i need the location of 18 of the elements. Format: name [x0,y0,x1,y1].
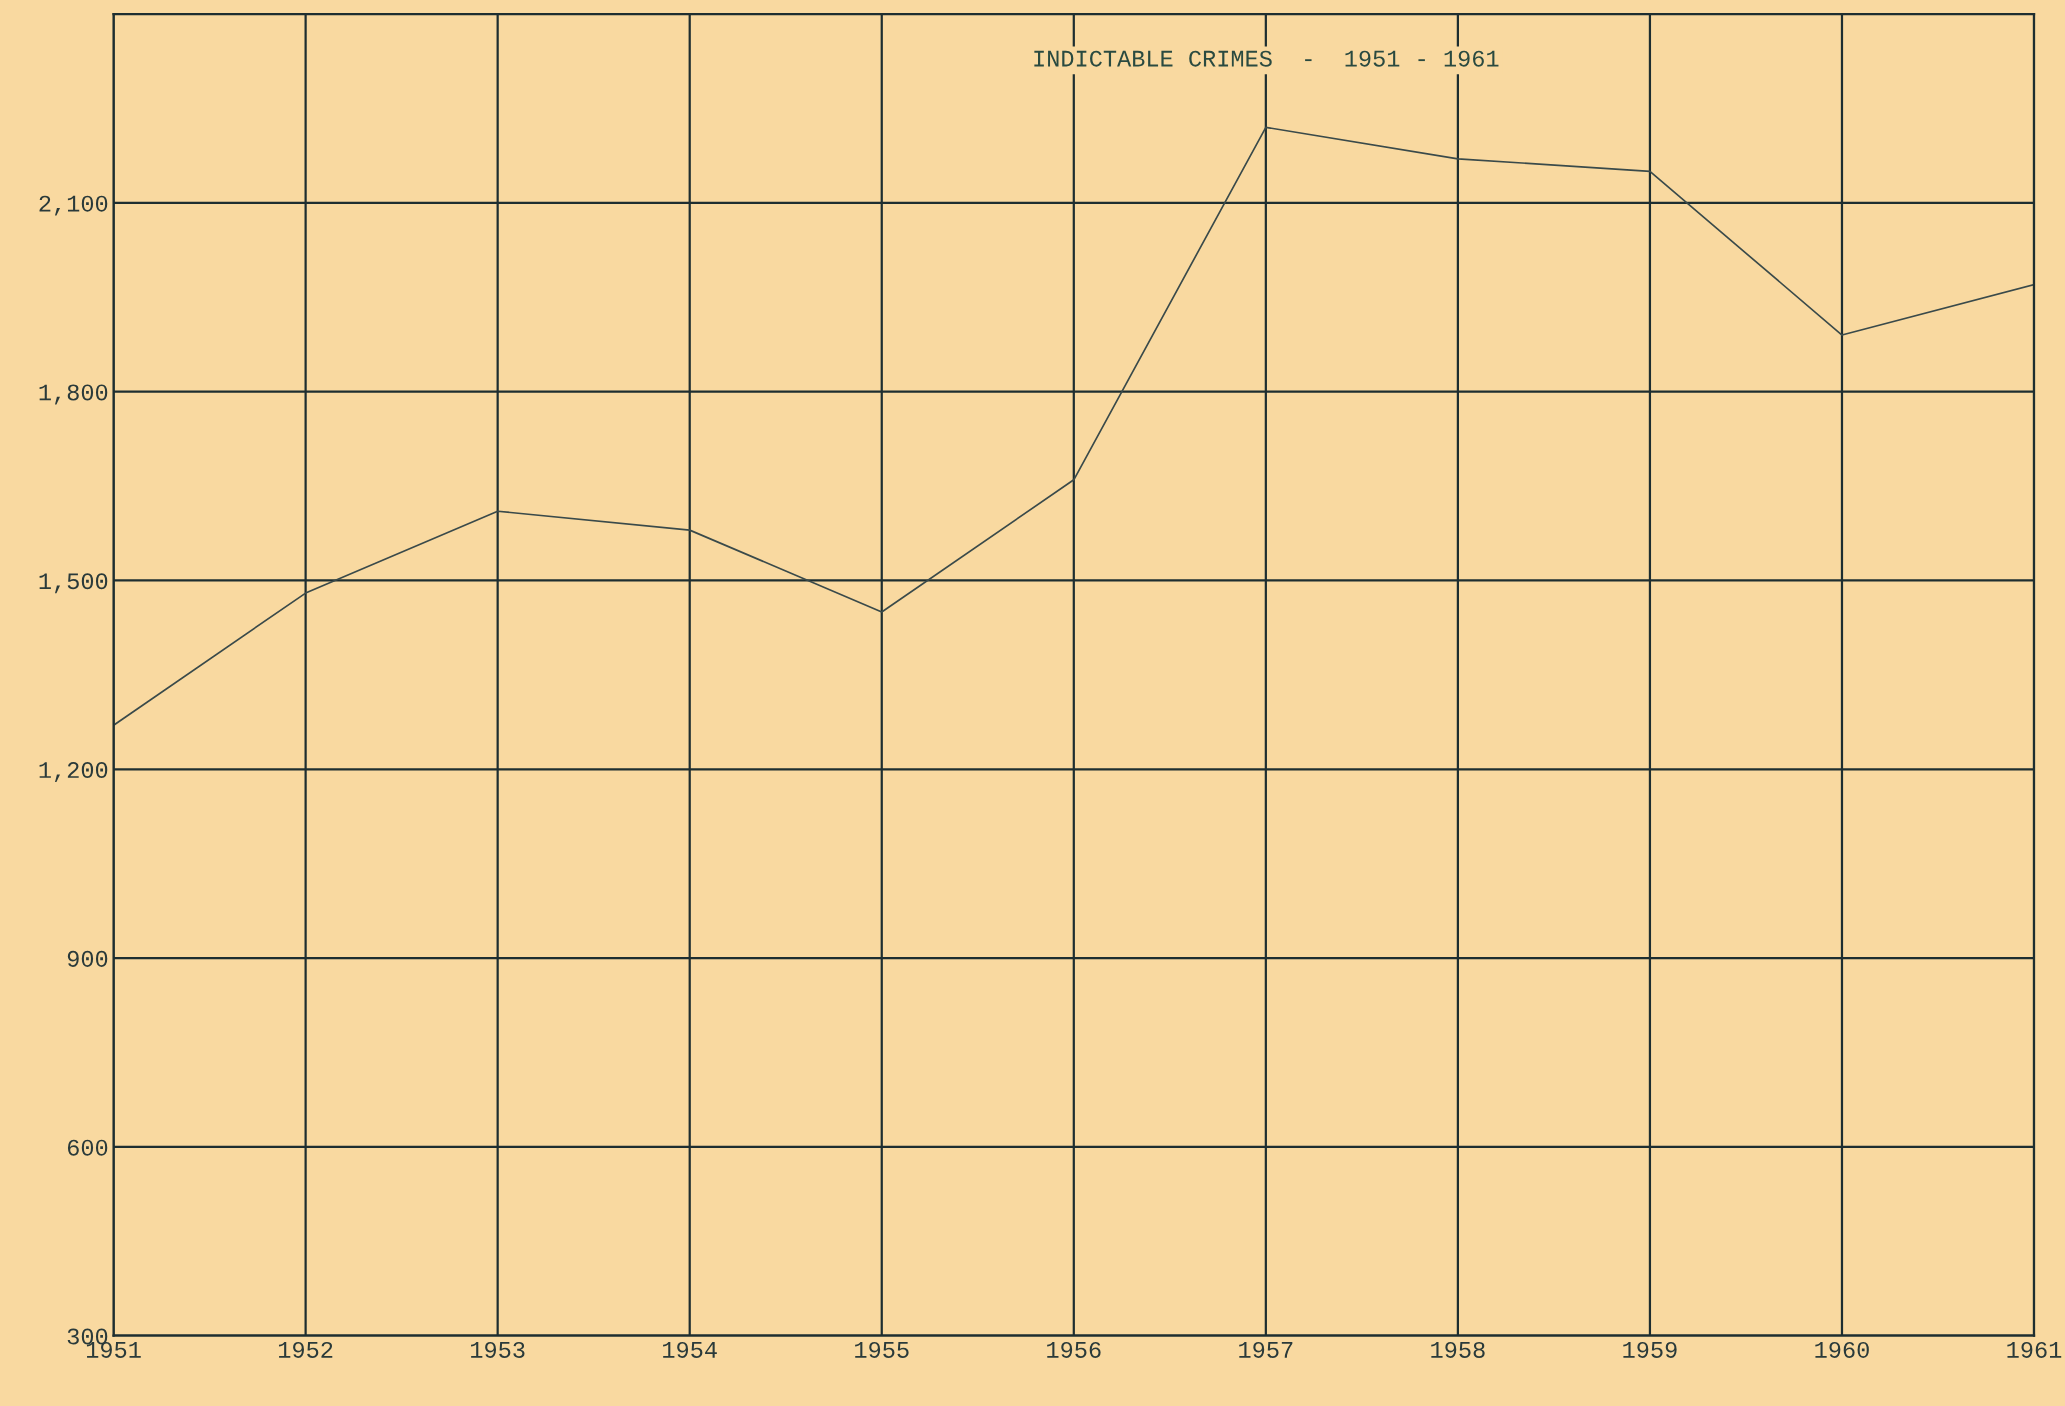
text: INDICTABLE CRIMES - 1951 - 1961 [1034,50,1499,67]
x-tick-label: 1953 [471,1341,525,1358]
line-series [113,126,2035,727]
x-tick-label: 1955 [855,1341,909,1358]
x-tick-label: 1957 [1239,1341,1293,1358]
x-tick-label: 1959 [1623,1341,1677,1358]
y-tick-label: 1,200 [39,762,108,783]
y-tick-label: 1,500 [39,573,108,594]
y-tick-label: 600 [67,1139,108,1156]
x-tick-label: 1960 [1815,1341,1869,1358]
x-tick-label: 1956 [1047,1341,1101,1358]
y-tick-label: 1,800 [39,384,108,405]
x-tick-label: 1952 [278,1341,333,1358]
x-tick-label: 1958 [1431,1341,1485,1358]
y-tick-label: 2,100 [39,195,108,216]
x-tick-label: 1954 [663,1341,717,1358]
y-tick-label: 900 [67,950,108,967]
x-tick-label: 1961 [2007,1341,2062,1358]
